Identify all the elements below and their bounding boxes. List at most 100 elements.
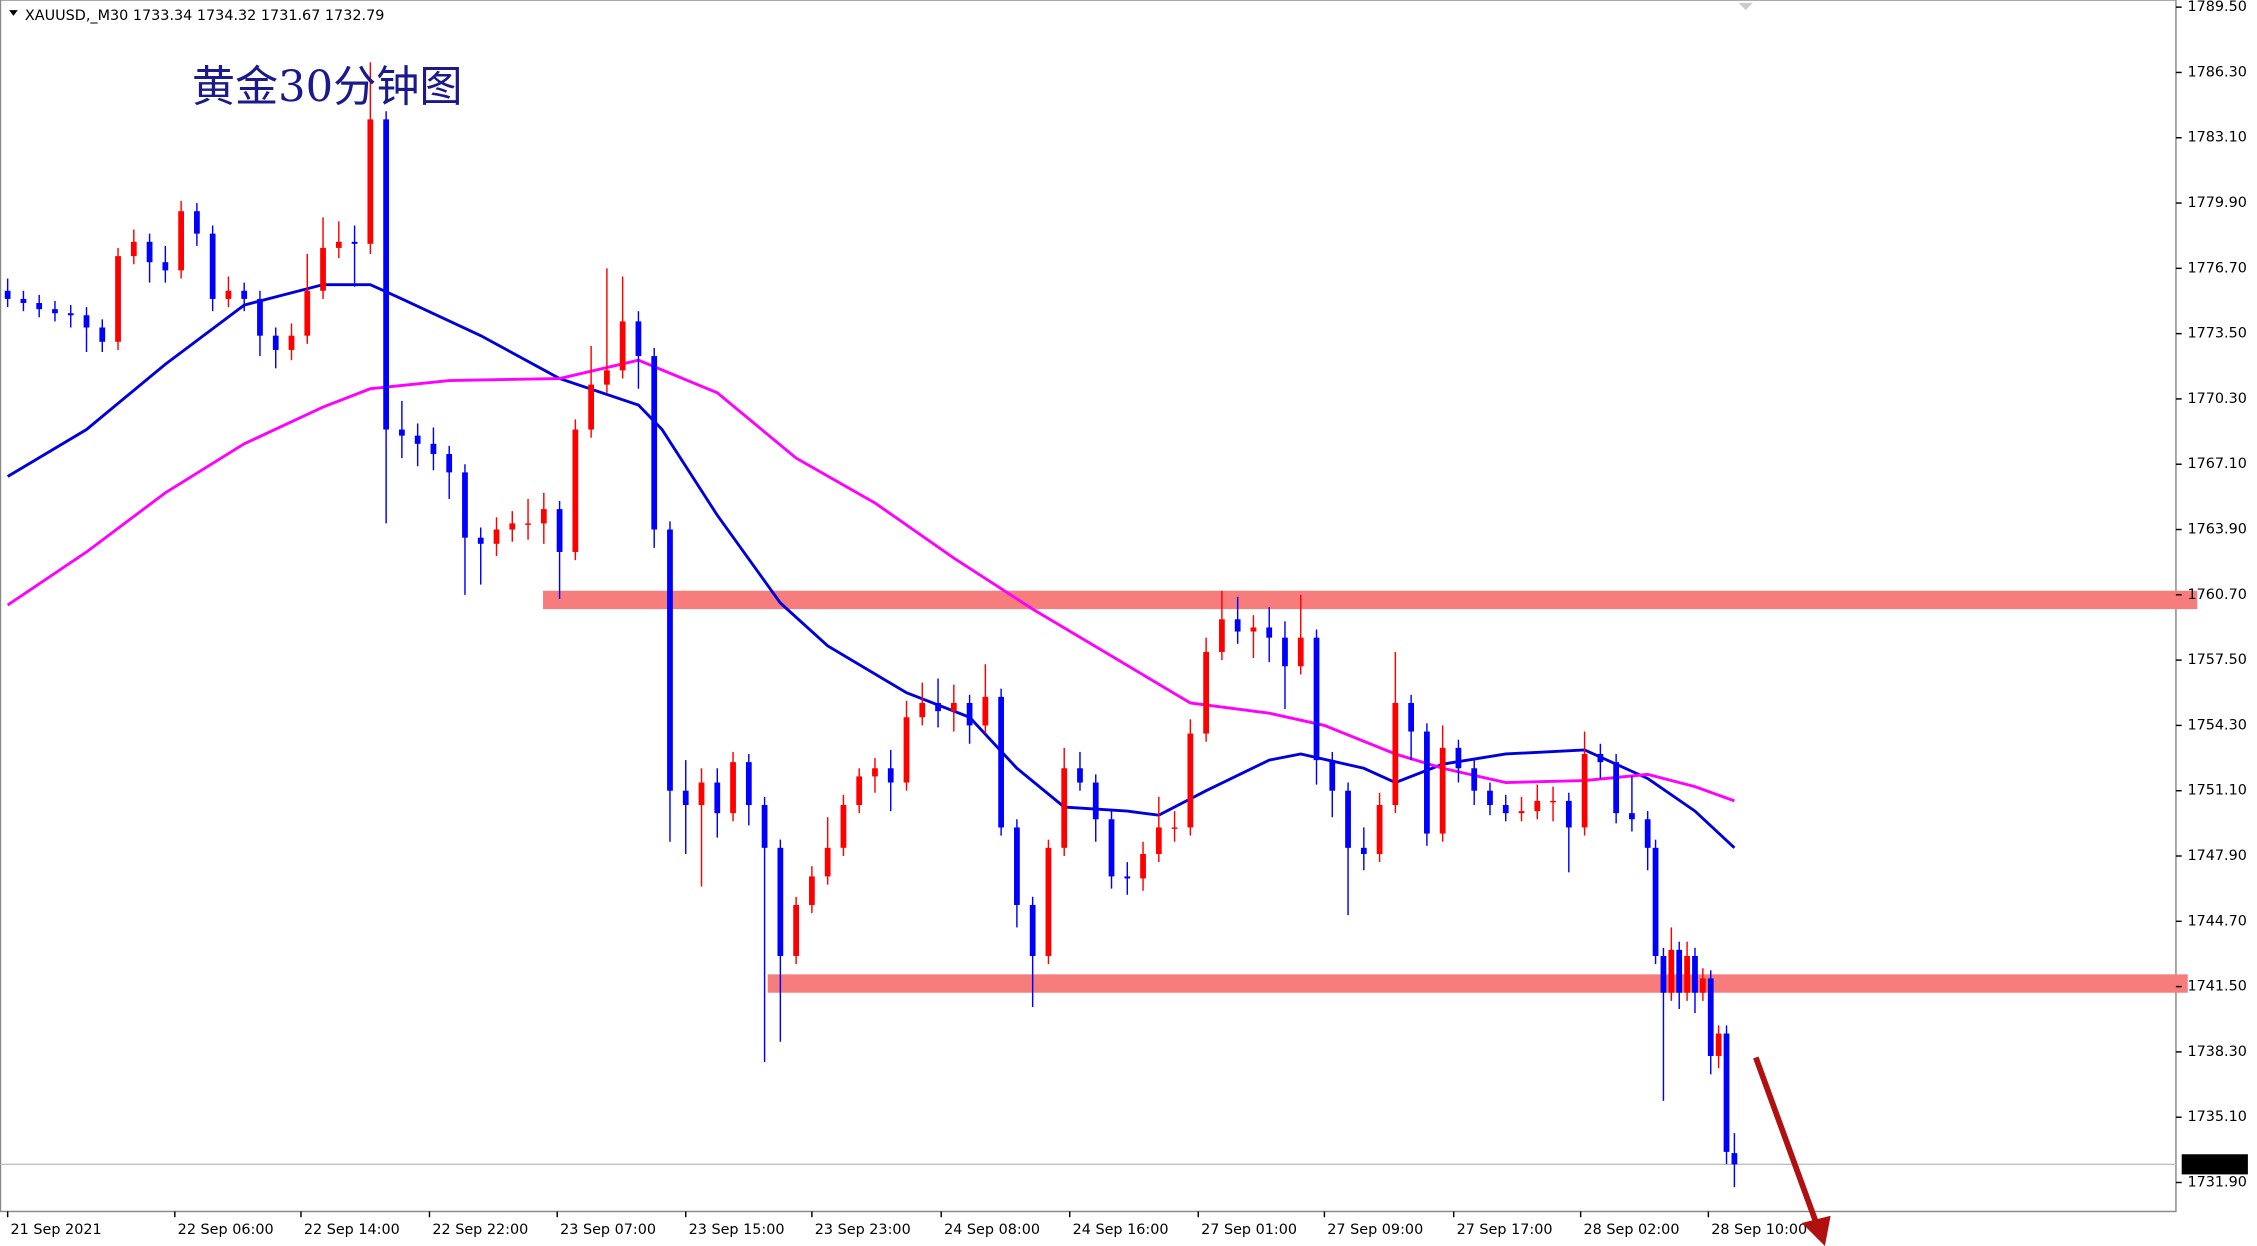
candle-body bbox=[383, 119, 389, 430]
candle-body bbox=[194, 211, 200, 234]
candle-body bbox=[335, 241, 342, 248]
scroll-marker bbox=[1738, 2, 1753, 11]
y-tick-label: 1770.30 bbox=[2187, 391, 2246, 407]
candle-body bbox=[1392, 702, 1399, 805]
candle-body bbox=[1376, 804, 1383, 854]
x-tick-label: 24 Sep 08:00 bbox=[944, 1222, 1040, 1238]
candle-body bbox=[1266, 627, 1273, 638]
candle-body bbox=[903, 717, 910, 783]
candle-body bbox=[682, 790, 689, 805]
candle-body bbox=[1534, 800, 1541, 812]
x-tick-label: 27 Sep 17:00 bbox=[1457, 1222, 1553, 1238]
candle-body bbox=[1219, 619, 1225, 652]
y-tick-label: 1738.30 bbox=[2187, 1044, 2246, 1060]
candle-body bbox=[1652, 847, 1659, 956]
candle-body bbox=[67, 313, 74, 316]
candle-body bbox=[556, 509, 563, 552]
candle-body bbox=[1644, 819, 1651, 848]
candle-body bbox=[1014, 827, 1020, 905]
candle-body bbox=[619, 321, 626, 371]
candle-body bbox=[1029, 904, 1036, 956]
y-tick-label: 1757.50 bbox=[2187, 652, 2246, 668]
candle-body bbox=[856, 776, 863, 805]
candle-body bbox=[1668, 949, 1675, 993]
ma-line bbox=[6, 358, 1735, 803]
y-tick-label: 1754.30 bbox=[2187, 717, 2246, 733]
candle-body bbox=[225, 290, 232, 299]
y-tick-label: 1789.50 bbox=[2187, 0, 2246, 15]
x-tick-label: 22 Sep 14:00 bbox=[304, 1222, 400, 1238]
candle-body bbox=[446, 454, 453, 473]
candle-body bbox=[667, 529, 673, 791]
candle-body bbox=[1408, 702, 1415, 732]
candle-body bbox=[477, 537, 484, 544]
candle-body bbox=[493, 529, 500, 544]
candle-body bbox=[1455, 747, 1462, 769]
candle-body bbox=[572, 429, 579, 552]
candle-body bbox=[1329, 760, 1336, 791]
candle-body bbox=[1487, 790, 1493, 805]
y-tick-label: 1735.10 bbox=[2187, 1109, 2246, 1125]
candle-body bbox=[935, 702, 941, 712]
candle-body bbox=[651, 356, 658, 530]
candle-body bbox=[4, 290, 11, 299]
candle-body bbox=[1297, 637, 1304, 667]
candles bbox=[4, 62, 1738, 1188]
candle-body bbox=[146, 241, 153, 263]
candle-body bbox=[320, 247, 326, 291]
candle-body bbox=[99, 327, 106, 342]
candle-body bbox=[1282, 637, 1288, 667]
x-tick-label: 23 Sep 23:00 bbox=[815, 1222, 911, 1238]
x-tick-label: 27 Sep 01:00 bbox=[1201, 1222, 1297, 1238]
x-tick-label: 22 Sep 06:00 bbox=[178, 1222, 274, 1238]
x-tick-label: 21 Sep 2021 bbox=[11, 1222, 102, 1238]
candle-body bbox=[745, 762, 752, 805]
candle-body bbox=[730, 762, 736, 814]
y-tick-label: 1741.50 bbox=[2187, 979, 2246, 995]
candle-body bbox=[1203, 651, 1210, 734]
candle-body bbox=[430, 443, 437, 455]
candle-body bbox=[1597, 753, 1604, 763]
candle-body bbox=[1092, 782, 1099, 820]
arrow-head bbox=[1801, 1215, 1831, 1246]
candle-body bbox=[1723, 1033, 1730, 1152]
y-tick-label: 1776.70 bbox=[2187, 260, 2246, 276]
candle-body bbox=[1676, 949, 1683, 993]
y-tick-label: 1763.90 bbox=[2187, 522, 2246, 538]
candle-body bbox=[1077, 768, 1083, 783]
y-tick-label: 1783.10 bbox=[2187, 130, 2246, 146]
candle-body bbox=[872, 768, 878, 777]
candle-body bbox=[809, 876, 815, 905]
candle-body bbox=[367, 119, 374, 244]
candle-body bbox=[1715, 1033, 1722, 1056]
candle-body bbox=[178, 211, 184, 271]
candle-body bbox=[1345, 790, 1351, 848]
candle-body bbox=[1518, 811, 1525, 814]
candle-body bbox=[1707, 978, 1714, 1056]
y-tick-label: 1744.70 bbox=[2187, 913, 2246, 929]
candle-body bbox=[588, 384, 595, 430]
candle-body bbox=[1613, 762, 1620, 814]
zone bbox=[543, 590, 2198, 610]
header: XAUUSD,_M30 1733.34 1734.32 1731.67 1732… bbox=[25, 8, 384, 24]
menu-triangle bbox=[9, 10, 18, 16]
y-tick-label: 1773.50 bbox=[2187, 326, 2246, 342]
candle-body bbox=[509, 523, 516, 530]
candle-body bbox=[20, 298, 27, 304]
candle-body bbox=[793, 904, 800, 956]
candle-body bbox=[209, 233, 216, 299]
candle-body bbox=[777, 847, 784, 956]
candle-body bbox=[604, 370, 610, 385]
candle-body bbox=[1140, 853, 1146, 879]
candle-body bbox=[1684, 955, 1690, 993]
x-tick-label: 23 Sep 15:00 bbox=[689, 1222, 785, 1238]
arrow-shaft bbox=[1753, 1056, 1819, 1224]
candle-body bbox=[1581, 753, 1588, 828]
candle-body bbox=[52, 309, 58, 314]
candle-body bbox=[1155, 827, 1162, 854]
candle-body bbox=[919, 702, 926, 718]
annotation: 黄金30分钟图 bbox=[192, 63, 463, 113]
candle-body bbox=[1234, 619, 1241, 632]
